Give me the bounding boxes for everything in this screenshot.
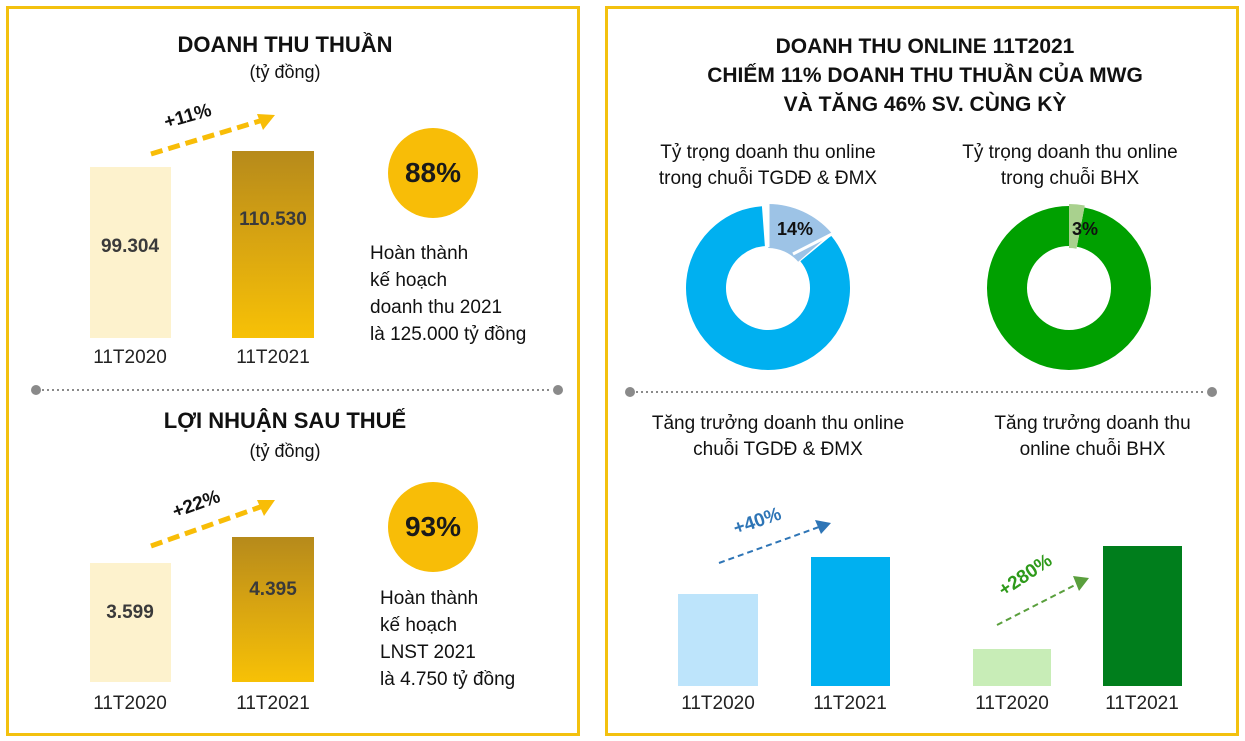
revenue-unit: (tỷ đồng) [249,62,321,82]
profit-growth-arrow [150,500,275,549]
revenue-bar-2020 [90,167,171,338]
growth-tgdd-bar-2020 [678,594,758,686]
growth-tgdd-xlabel-2020: 11T2020 [681,693,755,714]
profit-unit: (tỷ đồng) [249,441,321,461]
donut-tgdd-title-line: trong chuỗi TGDĐ & ĐMX [658,168,878,189]
revenue-value-2020: 99.304 [100,236,160,257]
growth-tgdd-xlabel-2021: 11T2021 [813,693,887,714]
donut-bhx-label: 3% [1072,219,1099,239]
profit-note-line: là 4.750 tỷ đồng [380,669,516,690]
online-title-line: DOANH THU ONLINE 11T2021 [775,35,1075,58]
profit-note-line: kế hoạch [380,615,458,636]
online-title-line: CHIẾM 11% DOANH THU THUẦN CỦA MWG [707,64,1143,87]
online-title-line: VÀ TĂNG 46% SV. CÙNG KỲ [783,93,1067,116]
online-title: DOANH THU ONLINE 11T2021 CHIẾM 11% DOANH… [620,32,1230,119]
growth-bhx-title-line: online chuỗi BHX [1019,439,1166,460]
donut-bhx-title: Tỷ trọng doanh thu online trong chuỗi BH… [920,140,1220,192]
revenue-bar-2021 [232,151,314,338]
growth-bhx-title-line: Tăng trưởng doanh thu [994,413,1191,434]
profit-note: Hoàn thành kế hoạch LNST 2021 là 4.750 t… [380,585,515,693]
profit-completion-badge: 93% [388,482,478,572]
profit-xlabel-2021: 11T2021 [236,693,310,714]
profit-title: LỢI NHUẬN SAU THUẾ [163,408,407,433]
profit-value-2021: 4.395 [249,579,297,600]
revenue-growth-arrow [150,114,275,157]
growth-bhx-bar-2020 [973,649,1051,686]
revenue-completion-badge: 88% [388,128,478,218]
growth-bhx-bar-2021 [1103,546,1182,686]
growth-tgdd-title-line: Tăng trưởng doanh thu online [651,413,905,434]
profit-xlabel-2020: 11T2020 [93,693,167,714]
left-divider [31,385,563,395]
revenue-note-line: Hoàn thành [370,243,469,264]
donut-tgdd-title-line: Tỷ trọng doanh thu online [660,142,876,163]
growth-bhx-arrow [996,576,1089,626]
donut-bhx-online-slice [985,204,1153,372]
profit-bar-2021 [232,537,314,682]
revenue-xlabel-2020: 11T2020 [93,347,167,368]
growth-bhx-title: Tăng trưởng doanh thu online chuỗi BHX [955,411,1230,463]
profit-bar-2020 [90,563,171,682]
donut-tgdd-label: 14% [777,219,814,239]
right-divider [625,387,1217,397]
revenue-note-line: kế hoạch [370,270,448,291]
donut-tgdd [684,204,852,372]
growth-tgdd-arrow [718,520,831,564]
growth-tgdd-bar-2021 [811,557,890,686]
revenue-value-2021: 110.530 [239,209,307,230]
donut-bhx [985,204,1153,372]
growth-tgdd-title-line: chuỗi TGDĐ & ĐMX [693,439,863,460]
profit-note-line: LNST 2021 [380,642,476,663]
profit-value-2020: 3.599 [106,602,154,623]
donut-bhx-title-line: trong chuỗi BHX [1000,168,1140,189]
donut-tgdd-remainder [686,206,850,370]
revenue-note-line: doanh thu 2021 [370,297,503,318]
donut-tgdd-title: Tỷ trọng doanh thu online trong chuỗi TG… [618,140,918,192]
growth-tgdd-title: Tăng trưởng doanh thu online chuỗi TGDĐ … [618,411,938,463]
growth-bhx-xlabel-2021: 11T2021 [1105,693,1179,714]
growth-bhx-xlabel-2020: 11T2020 [975,693,1049,714]
donut-bhx-title-line: Tỷ trọng doanh thu online [962,142,1178,163]
revenue-title: DOANH THU THUẦN [177,32,393,57]
revenue-note: Hoàn thành kế hoạch doanh thu 2021 là 12… [370,240,526,348]
revenue-note-line: là 125.000 tỷ đồng [370,324,527,345]
revenue-xlabel-2021: 11T2021 [236,347,310,368]
profit-note-line: Hoàn thành [380,588,479,609]
